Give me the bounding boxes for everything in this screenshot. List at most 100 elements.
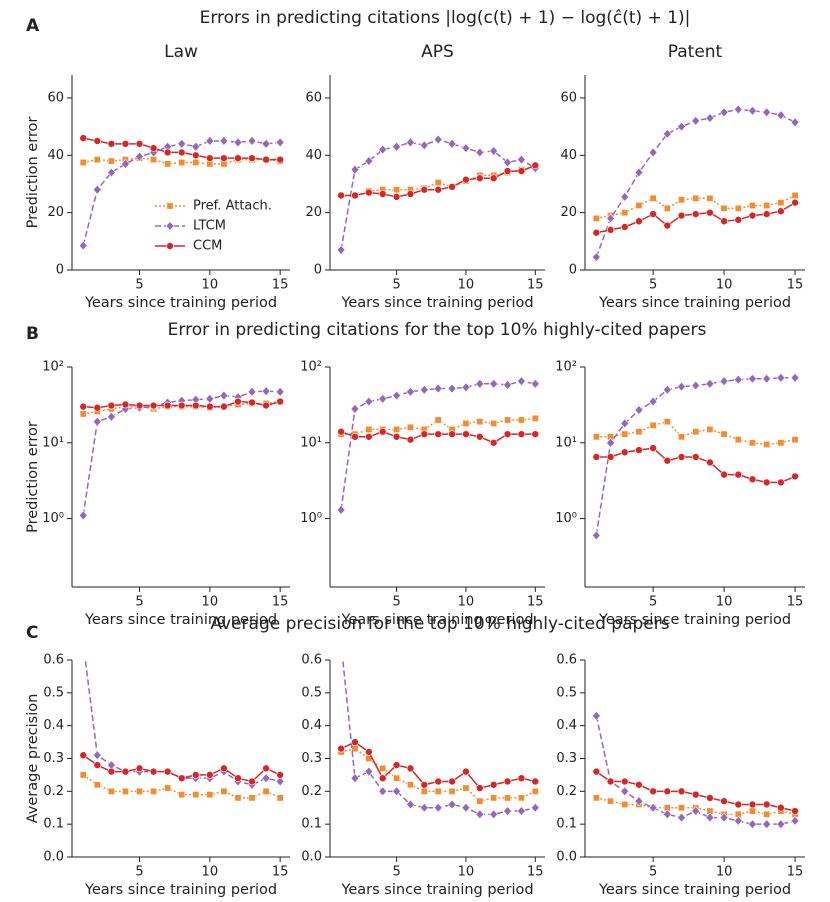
marker <box>776 110 786 121</box>
marker <box>205 393 215 404</box>
marker <box>406 386 415 397</box>
marker <box>234 154 242 162</box>
marker <box>433 802 443 813</box>
y-tick-label: 0.1 <box>43 817 64 832</box>
marker <box>135 764 144 773</box>
marker <box>719 107 729 118</box>
marker <box>248 398 256 407</box>
marker <box>79 639 87 648</box>
x-axis-label: Years since training period <box>84 882 277 898</box>
marker <box>276 794 284 802</box>
x-tick-label: 10 <box>458 595 475 610</box>
marker <box>107 157 115 165</box>
series-line <box>83 400 281 415</box>
x-tick-label: 15 <box>272 595 289 610</box>
marker <box>392 786 401 797</box>
marker <box>220 787 228 795</box>
marker <box>733 815 743 826</box>
y-tick-label: 20 <box>560 205 577 220</box>
marker <box>93 781 101 789</box>
axes-title: Law <box>164 42 198 62</box>
marker <box>365 432 373 441</box>
marker <box>121 158 130 169</box>
marker <box>791 807 799 815</box>
marker <box>350 773 360 784</box>
marker <box>763 440 771 448</box>
series-line <box>341 166 536 197</box>
legend-marker <box>166 242 174 250</box>
series-line <box>340 380 536 511</box>
marker <box>434 185 442 194</box>
x-tick-label: 5 <box>135 278 143 293</box>
marker <box>177 138 187 149</box>
plot-area <box>336 134 540 255</box>
marker <box>234 794 242 802</box>
marker <box>206 791 214 799</box>
marker <box>517 154 526 165</box>
y-tick-label: 0.6 <box>43 653 64 668</box>
marker <box>706 425 714 433</box>
x-axis-label: Years since training period <box>84 612 277 628</box>
x-tick-label: 10 <box>202 278 219 293</box>
marker <box>503 167 512 175</box>
marker <box>678 804 686 812</box>
marker <box>448 183 456 191</box>
marker <box>107 401 116 410</box>
marker <box>220 154 228 162</box>
marker <box>392 390 401 401</box>
marker <box>734 216 743 224</box>
marker <box>406 781 414 789</box>
plot-area <box>337 659 540 820</box>
marker <box>351 432 359 441</box>
marker <box>78 510 88 521</box>
marker <box>462 175 470 184</box>
marker <box>392 761 401 769</box>
marker <box>734 436 742 444</box>
marker <box>261 773 271 784</box>
x-tick-label: 15 <box>787 278 804 293</box>
marker <box>606 437 615 448</box>
marker <box>705 113 715 123</box>
x-tick-label: 10 <box>458 865 475 880</box>
marker <box>691 806 701 816</box>
marker <box>92 416 102 427</box>
marker <box>262 155 270 164</box>
marker <box>262 401 270 410</box>
marker <box>276 397 284 406</box>
marker <box>517 774 526 783</box>
marker <box>677 812 686 823</box>
marker <box>733 374 743 385</box>
x-tick-label: 15 <box>272 865 289 880</box>
marker <box>678 196 686 204</box>
marker <box>434 787 442 795</box>
marker <box>620 777 629 786</box>
marker <box>393 425 401 433</box>
marker <box>691 210 700 218</box>
marker <box>164 160 172 168</box>
marker <box>461 143 471 154</box>
marker <box>503 157 512 168</box>
marker <box>121 400 130 409</box>
marker <box>748 800 757 809</box>
marker <box>406 764 415 773</box>
marker <box>106 167 116 178</box>
marker <box>762 210 771 218</box>
y-tick-label: 0 <box>56 263 64 278</box>
marker <box>748 807 756 815</box>
marker <box>734 800 743 809</box>
marker <box>150 787 158 795</box>
plot-area <box>79 639 285 802</box>
marker <box>677 121 686 132</box>
row-title: Error in predicting citations for the to… <box>168 320 707 340</box>
marker <box>247 136 257 146</box>
marker <box>790 372 800 383</box>
y-axis-label: Average precision <box>25 694 41 824</box>
marker <box>503 379 512 390</box>
marker <box>106 411 116 422</box>
marker <box>490 419 498 427</box>
marker <box>635 780 643 789</box>
marker <box>489 780 498 789</box>
y-tick-label: 0.0 <box>301 850 322 865</box>
marker <box>762 478 771 487</box>
panel-label: A <box>26 16 40 36</box>
